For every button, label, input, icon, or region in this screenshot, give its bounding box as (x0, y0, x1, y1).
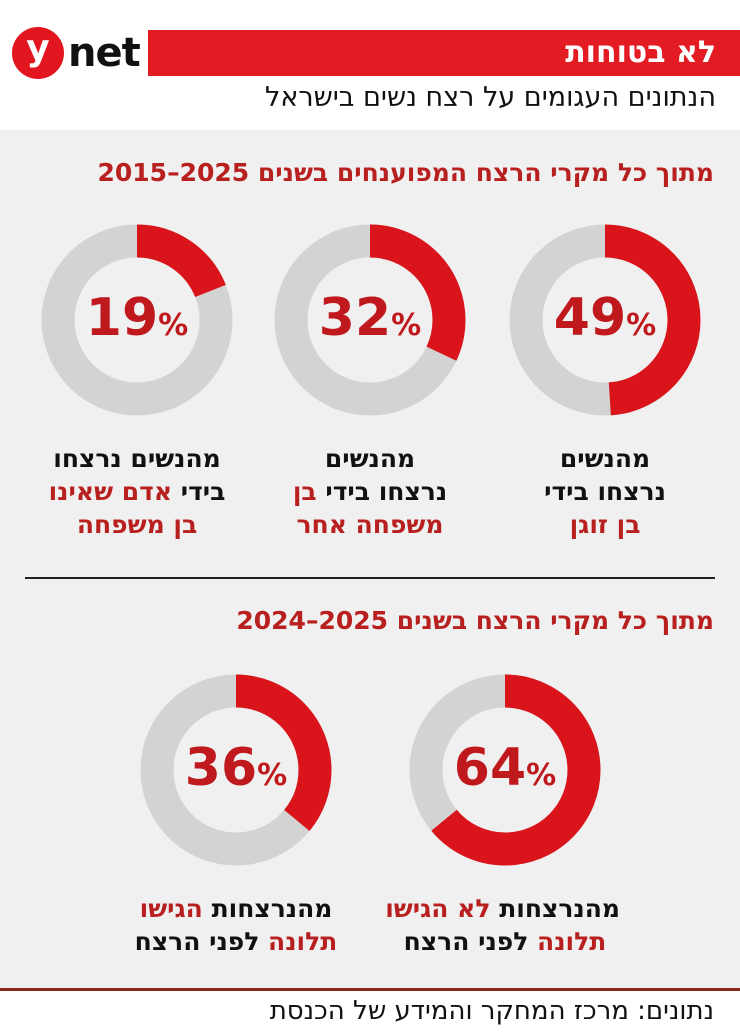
caption-line: משפחה אחר (255, 508, 485, 541)
caption-highlight: בן משפחה (76, 510, 198, 539)
section-divider (25, 577, 715, 579)
caption-highlight: תלונה (268, 927, 338, 956)
caption-text: מהנרצחות (490, 894, 620, 923)
donut-segment-19 (41, 224, 233, 416)
caption-line: תלונה לפני הרצח (390, 925, 620, 958)
percent-label: 64% (425, 738, 585, 806)
footer-divider (0, 988, 740, 991)
donut-caption: מהנרצחות הגישו תלונה לפני הרצח (121, 892, 351, 958)
section-title-2024-2025: מתוך כל מקרי הרצח בשנים 2025–2024 (236, 606, 714, 635)
caption-line: נרצחו בידי (490, 475, 720, 508)
content-panel (0, 130, 740, 988)
caption-text: לפני הרצח (403, 927, 538, 956)
caption-highlight: בן (292, 477, 317, 506)
percent-unit: % (391, 308, 422, 343)
percent-unit: % (626, 308, 657, 343)
caption-text: מהנשים נרצחו (53, 444, 221, 473)
caption-line: מהנשים (490, 442, 720, 475)
percent-unit: % (526, 758, 557, 793)
logo-mark: y (12, 27, 64, 79)
caption-highlight: לא הגישו (385, 894, 491, 923)
percent-unit: % (257, 758, 288, 793)
caption-line: בן משפחה (22, 508, 252, 541)
percent-value: 64 (453, 738, 527, 798)
caption-text: בידי (172, 477, 226, 506)
caption-text: מהנרצחות (202, 894, 333, 923)
caption-line: מהנרצחות הגישו (121, 892, 351, 925)
percent-value: 49 (553, 288, 627, 348)
donut-segment-32 (274, 224, 466, 416)
percent-label: 32% (290, 288, 450, 356)
percent-label: 19% (57, 288, 217, 356)
percent-unit: % (158, 308, 189, 343)
section-title-2015-2025: מתוך כל מקרי הרצח המפוענחים בשנים 2025–2… (97, 158, 714, 187)
source-note: נתונים: מרכז המחקר והמידע של הכנסת (269, 996, 714, 1026)
caption-highlight: אדם שאינו (48, 477, 173, 506)
percent-label: 49% (525, 288, 685, 356)
percent-value: 32 (318, 288, 392, 348)
caption-text: נרצחו בידי (544, 477, 666, 506)
caption-line: בן זוגן (490, 508, 720, 541)
caption-text: נרצחו בידי (316, 477, 448, 506)
donut-segment-36 (140, 674, 332, 866)
caption-highlight: תלונה (537, 927, 607, 956)
percent-value: 19 (85, 288, 159, 348)
percent-label: 36% (156, 738, 316, 806)
donut-segment-49 (509, 224, 701, 416)
caption-line: מהנשים (255, 442, 485, 475)
banner-title: לא בטוחות (148, 30, 740, 76)
donut-caption: מהנשים נרצחו בידי בן משפחה אחר (255, 442, 485, 541)
caption-line: נרצחו בידי בן (255, 475, 485, 508)
caption-highlight: בן זוגן (569, 510, 641, 539)
caption-text: מהנשים (324, 444, 416, 473)
caption-line: בידי אדם שאינו (22, 475, 252, 508)
caption-text: מהנשים (559, 444, 651, 473)
ynet-logo: y net (12, 27, 141, 79)
caption-line: מהנרצחות לא הגישו (385, 892, 620, 925)
caption-highlight: הגישו (139, 894, 203, 923)
donut-segment-64 (409, 674, 601, 866)
logo-text: net (68, 30, 141, 76)
donut-caption: מהנשים נרצחו בידי אדם שאינו בן משפחה (22, 442, 252, 541)
caption-line: מהנשים נרצחו (22, 442, 252, 475)
percent-value: 36 (184, 738, 258, 798)
caption-line: תלונה לפני הרצח (121, 925, 351, 958)
subtitle: הנתונים העגומים על רצח נשים בישראל (265, 82, 716, 113)
caption-highlight: משפחה אחר (296, 510, 444, 539)
donut-caption: מהנרצחות לא הגישו תלונה לפני הרצח (385, 892, 620, 958)
caption-text: לפני הרצח (134, 927, 269, 956)
donut-caption: מהנשים נרצחו בידי בן זוגן (490, 442, 720, 541)
